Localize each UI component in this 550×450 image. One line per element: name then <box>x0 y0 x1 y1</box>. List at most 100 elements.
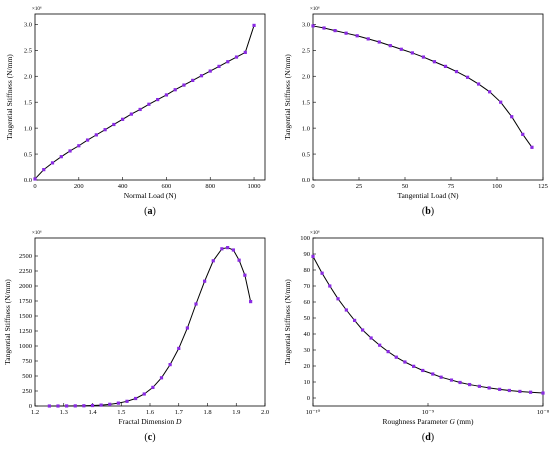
data-point <box>77 144 81 148</box>
data-point <box>116 401 120 405</box>
y-tick-label: 0 <box>307 395 310 402</box>
series-line <box>49 247 252 407</box>
y-tick-label: 0.0 <box>302 177 310 184</box>
data-point <box>439 375 443 379</box>
x-tick-label: 75 <box>448 183 455 190</box>
data-point <box>185 326 189 330</box>
data-point <box>99 403 103 407</box>
data-point <box>499 100 503 104</box>
data-point <box>421 368 425 373</box>
data-point <box>369 336 373 340</box>
data-point <box>465 75 470 79</box>
data-point <box>449 378 454 382</box>
x-tick-label: 10⁻¹⁰ <box>306 409 321 416</box>
x-axis-title: Roughness Parameter G (mm) <box>382 417 474 426</box>
data-point <box>458 380 462 385</box>
panel-a: 0 200 400 600 800 1000 0.0 0.5 1.0 1.5 2.0 2.5 3.0 ×1… <box>5 6 266 217</box>
data-point <box>134 396 138 401</box>
data-point <box>217 64 221 68</box>
y-tick-label: 10 <box>304 379 311 386</box>
data-point <box>507 388 511 393</box>
data-point <box>243 50 247 54</box>
x-tick-label: 50 <box>402 183 409 190</box>
data-point <box>510 115 514 119</box>
y-tick-label: 1250 <box>19 328 32 335</box>
data-point <box>103 128 107 132</box>
data-point <box>112 122 116 127</box>
series-line <box>34 25 255 180</box>
data-point <box>94 133 98 137</box>
data-point <box>311 24 315 28</box>
data-point <box>530 145 534 149</box>
y-tick-label: 2.5 <box>302 48 310 55</box>
y-tick-label: 0.5 <box>302 151 310 158</box>
y-tick-label: 2.0 <box>24 73 32 80</box>
x-tick-label: 0 <box>311 183 314 190</box>
data-point <box>252 23 256 28</box>
x-tick-label: 1.5 <box>117 409 125 416</box>
y-axis-title: Tangential Stiffness (N/mm) <box>3 279 12 365</box>
data-point <box>226 60 230 64</box>
y-tick-label: 40 <box>304 331 311 338</box>
panel-caption: (a) <box>144 206 156 217</box>
data-point <box>237 258 241 262</box>
data-point <box>159 376 164 380</box>
axis-multiplier: ×10⁶ <box>32 230 42 236</box>
y-tick-label: 750 <box>22 358 32 365</box>
data-point <box>353 318 357 322</box>
data-point <box>386 350 390 354</box>
data-point <box>344 31 348 35</box>
data-point <box>168 363 172 367</box>
data-point <box>125 399 129 403</box>
x-tick-label: 1.2 <box>31 409 39 416</box>
data-point <box>56 404 60 408</box>
x-tick-label: 1.4 <box>88 409 97 416</box>
x-tick-label: 1.6 <box>146 409 155 416</box>
data-point <box>421 55 425 59</box>
x-tick-label: 1000 <box>248 183 261 190</box>
data-point <box>156 97 160 102</box>
x-axis-title: Normal Load (N) <box>124 191 177 200</box>
data-point <box>108 402 112 406</box>
y-tick-label: 1.5 <box>24 99 32 106</box>
panel-c: 1.2 1.3 1.4 1.5 1.6 1.7 1.8 1.9 2.0 0 250 500 750 100… <box>3 230 269 443</box>
data-point <box>468 382 472 387</box>
x-tick-label: 1.7 <box>175 409 184 416</box>
data-point <box>121 117 125 121</box>
x-tick-label: 600 <box>162 183 172 190</box>
series-line <box>312 256 544 394</box>
data-point <box>322 26 326 30</box>
data-point <box>320 271 324 275</box>
data-point <box>90 403 95 408</box>
data-point <box>47 404 51 408</box>
data-point <box>498 387 502 391</box>
data-point <box>378 343 382 347</box>
data-point <box>85 138 90 142</box>
y-tick-label: 2000 <box>19 283 32 290</box>
data-point <box>50 161 55 165</box>
y-tick-label: 50 <box>304 315 311 322</box>
data-point <box>487 386 491 390</box>
data-point <box>33 177 37 181</box>
x-axis-title: Fractal Dimension D <box>119 417 183 426</box>
data-point <box>403 360 407 364</box>
data-point <box>249 300 253 304</box>
data-point <box>65 404 69 408</box>
data-point <box>68 149 72 153</box>
plot-frame <box>312 13 544 181</box>
y-tick-label: 2500 <box>19 253 32 260</box>
y-tick-label: 0.0 <box>24 177 32 184</box>
data-point <box>73 404 77 408</box>
data-point <box>231 248 235 252</box>
y-tick-label: 2250 <box>19 268 32 275</box>
y-tick-label: 0.5 <box>24 151 32 158</box>
data-point <box>194 302 198 306</box>
y-tick-label: 80 <box>304 267 311 274</box>
y-axis-title: Tangential Stiffness (N/mm) <box>283 279 292 365</box>
data-point <box>336 297 340 301</box>
panel-caption: (d) <box>422 432 434 443</box>
data-point <box>59 155 63 159</box>
data-point <box>208 69 212 73</box>
y-tick-label: 1.0 <box>302 125 310 132</box>
data-point <box>432 60 437 64</box>
